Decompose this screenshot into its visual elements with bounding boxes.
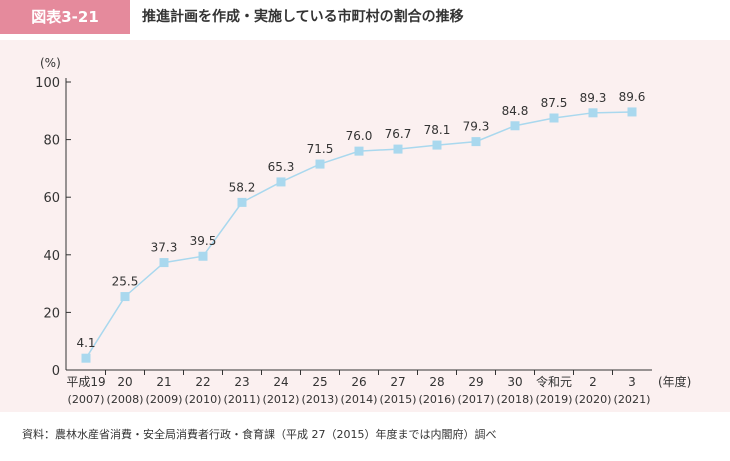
x-tick-label-year: (2017) [458,393,495,406]
data-value-label: 76.0 [346,129,373,143]
x-tick-label-year: (2013) [302,393,339,406]
x-tick-label-era: 2 [589,375,597,389]
x-tick-label-year: (2010) [185,393,222,406]
x-tick-label-era: 3 [628,375,636,389]
data-value-label: 37.3 [151,241,178,255]
x-tick-label-year: (2020) [575,393,612,406]
y-axis-unit-label: (%) [40,56,61,70]
data-value-label: 4.1 [76,336,95,350]
x-tick-label-year: (2018) [497,393,534,406]
x-tick-label-year: (2012) [263,393,300,406]
data-point-marker [276,177,286,187]
y-tick-label: 100 [35,76,60,91]
x-tick-label-era: 25 [312,375,327,389]
data-value-label: 39.5 [190,234,217,248]
data-value-label: 71.5 [307,142,334,156]
x-tick-label-year: (2014) [341,393,378,406]
data-value-label: 89.6 [619,90,646,104]
x-tick-label-year: (2016) [419,393,456,406]
x-tick-label-year: (2011) [224,393,261,406]
data-value-label: 84.8 [502,104,529,118]
data-point-marker [627,107,637,117]
data-point-marker [588,108,598,118]
y-tick-label: 40 [43,249,60,264]
data-point-marker [159,258,169,268]
line-chart: (%) 0 20 40 60 80 100 平成19 (2007) 20 (2008) 21 (2009… [35,56,691,406]
x-tick-label-era: 29 [468,375,483,389]
x-tick-label-era: 23 [234,375,249,389]
data-point-marker [354,146,364,156]
data-value-label: 25.5 [112,275,139,289]
data-point-marker [237,197,247,207]
y-tick-label: 20 [43,306,60,321]
data-point-marker [510,121,520,131]
data-point-marker [432,140,442,150]
figure-header: 図表3-21 推進計画を作成・実施している市町村の割合の推移 [0,0,730,34]
x-tick-label-era: 20 [117,375,132,389]
data-point-marker [471,137,481,147]
source-note: 資料：農林水産省消費・安全局消費者行政・食育課（平成 27（2015）年度までは… [22,428,497,441]
figure-title: 推進計画を作成・実施している市町村の割合の推移 [142,9,464,25]
x-tick-label-year: (2019) [536,393,573,406]
data-point-marker [120,292,130,302]
x-tick-label-era: 27 [390,375,405,389]
x-tick-label-era: 28 [429,375,444,389]
x-tick-label-era: 24 [273,375,288,389]
data-value-label: 65.3 [268,160,295,174]
data-value-label: 87.5 [541,96,568,110]
x-axis-unit-label: (年度) [658,374,691,389]
x-tick-label-era: 令和元 [536,374,572,389]
y-tick-label: 0 [52,364,60,379]
data-value-label: 89.3 [580,91,607,105]
x-tick-label-year: (2008) [107,393,144,406]
x-tick-label-year: (2009) [146,393,183,406]
data-point-marker [549,113,559,123]
x-tick-label-era: 21 [156,375,171,389]
x-tick-label-era: 26 [351,375,366,389]
x-tick-label-era: 22 [195,375,210,389]
data-point-marker [315,159,325,169]
figure-label: 図表3-21 [0,0,130,34]
x-tick-label-era: 30 [507,375,522,389]
data-point-marker [393,144,403,154]
data-point-marker [198,251,208,261]
chart-panel [0,40,730,412]
x-tick-label-year: (2021) [614,393,651,406]
y-tick-label: 60 [43,191,60,206]
data-value-label: 58.2 [229,180,256,194]
x-tick-label-year: (2007) [68,393,105,406]
y-tick-label: 80 [43,134,60,149]
data-point-marker [81,353,91,363]
x-tick-label-year: (2015) [380,393,417,406]
data-value-label: 76.7 [385,127,412,141]
x-tick-label-era: 平成19 [66,375,105,389]
data-value-label: 78.1 [424,123,451,137]
data-value-label: 79.3 [463,120,490,134]
